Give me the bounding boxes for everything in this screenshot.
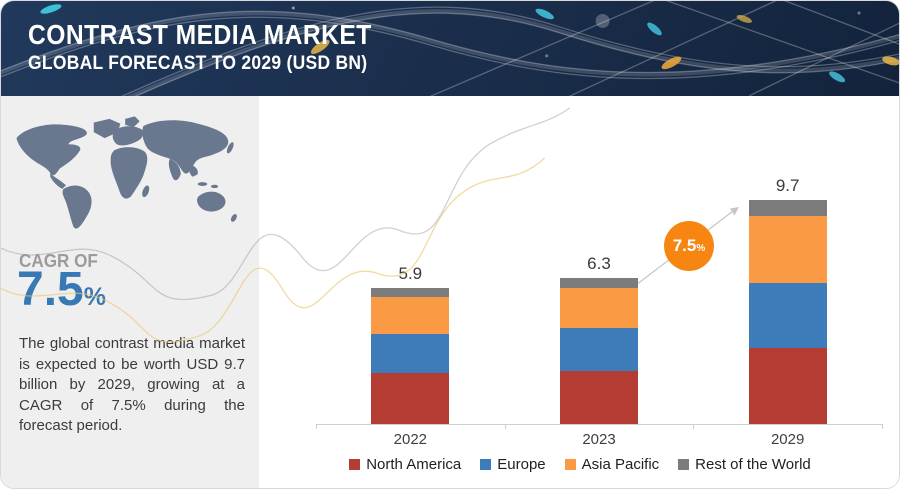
cagr-value: 7.5% bbox=[17, 263, 106, 317]
bar-total-label: 5.9 bbox=[398, 263, 423, 283]
x-axis-label: 2023 bbox=[582, 431, 616, 448]
bar-segment bbox=[371, 333, 450, 374]
bar-segment bbox=[560, 370, 638, 424]
cagr-number: 7.5 bbox=[17, 263, 84, 316]
legend-item: Rest of the World bbox=[678, 456, 811, 473]
cagr-badge-percent-sign: % bbox=[696, 242, 706, 254]
bar-segment bbox=[748, 199, 827, 217]
summary-panel: CAGR OF 7.5% The global contrast media m… bbox=[1, 96, 259, 488]
legend-swatch bbox=[480, 459, 492, 470]
world-map-graphic bbox=[16, 116, 237, 229]
market-summary-text: The global contrast media market is expe… bbox=[19, 335, 245, 434]
x-axis-tick bbox=[693, 424, 695, 429]
chart-legend: North America Europe Asia Pacific Rest of t… bbox=[259, 456, 899, 473]
content-body: CAGR OF 7.5% The global contrast media m… bbox=[1, 96, 899, 488]
bar-segment bbox=[560, 278, 638, 288]
bar-segment bbox=[371, 373, 450, 424]
x-axis-tick bbox=[316, 424, 317, 429]
bar-segment bbox=[371, 287, 450, 297]
header-banner: CONTRAST MEDIA MARKET GLOBAL FORECAST TO… bbox=[1, 1, 899, 96]
bar-segment bbox=[748, 283, 827, 348]
legend-item: Asia Pacific bbox=[564, 456, 660, 473]
bar-segment bbox=[748, 347, 827, 424]
bar-segment bbox=[560, 287, 638, 329]
legend-item: Europe bbox=[480, 456, 546, 473]
cagr-percent-sign: % bbox=[83, 283, 106, 311]
legend-label: Asia Pacific bbox=[581, 456, 660, 473]
legend-label: Rest of the World bbox=[695, 456, 811, 473]
legend-item: North America bbox=[349, 456, 461, 473]
legend-swatch bbox=[678, 459, 690, 470]
bar-total-label: 6.3 bbox=[587, 254, 611, 274]
cagr-badge: 7.5% bbox=[664, 221, 714, 271]
legend-label: Europe bbox=[497, 456, 546, 473]
chart-area: 5.9 2022 6.3 2023 9.7 2029 7.5% North America… bbox=[259, 96, 899, 488]
bar-segment bbox=[371, 296, 450, 334]
x-axis-line bbox=[316, 424, 882, 425]
legend-label: North America bbox=[366, 456, 462, 473]
network-decoration-graphic bbox=[1, 1, 899, 96]
bar-segment bbox=[748, 216, 827, 284]
x-axis-tick bbox=[882, 424, 883, 429]
legend-swatch bbox=[564, 459, 576, 470]
cagr-badge-value: 7.5 bbox=[672, 236, 697, 255]
bar-segment bbox=[560, 328, 638, 371]
page-subtitle: GLOBAL FORECAST TO 2029 (USD BN) bbox=[28, 53, 368, 74]
x-axis-label: 2022 bbox=[393, 431, 428, 448]
bar-total-label: 9.7 bbox=[775, 175, 800, 195]
legend-swatch bbox=[349, 459, 361, 470]
x-axis-label: 2029 bbox=[770, 431, 805, 448]
x-axis-tick bbox=[504, 424, 506, 429]
page-title: CONTRAST MEDIA MARKET bbox=[28, 19, 372, 50]
